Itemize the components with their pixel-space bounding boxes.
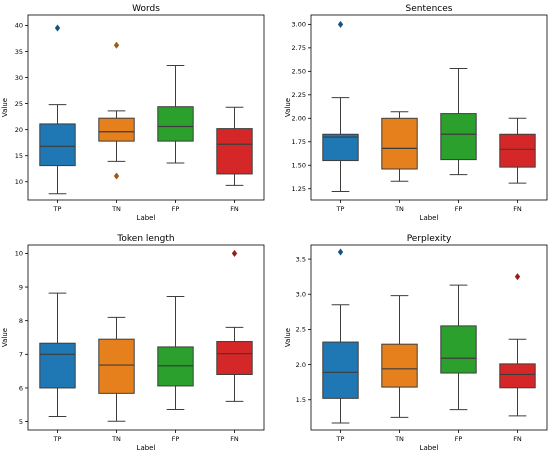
box-tn: [381, 343, 418, 388]
y-tick-label: 25: [15, 100, 23, 108]
box-tn: [98, 338, 135, 394]
y-tick-label: 1.75: [292, 138, 306, 146]
x-tick-label: FP: [455, 205, 463, 213]
x-tick-label: FP: [172, 435, 180, 443]
outlier-point: [514, 273, 521, 281]
y-tick-label: 10: [15, 178, 23, 186]
y-tick-label: 7: [19, 351, 23, 359]
plot-frame: [310, 244, 548, 431]
chart-panel-words: Words 10 15 20 25 30 35 40 TP TN FP FN Label Value: [1, 4, 265, 222]
y-tick-label: 15: [15, 152, 23, 160]
x-tick-label: TN: [111, 205, 121, 213]
x-axis-label: Label: [137, 214, 156, 222]
box-tp: [322, 133, 359, 162]
y-tick-label: 3.00: [292, 21, 306, 29]
outlier-point: [54, 24, 61, 32]
chart-panel-perplexity: Perplexity 1.5 2.0 2.5 3.0 3.5 TP TN FP FN Label Va…: [284, 234, 548, 452]
y-tick-label: 2.0: [296, 361, 306, 369]
box-tp: [39, 123, 76, 167]
plot-frame: [27, 14, 265, 201]
plot-frame: [27, 244, 265, 431]
y-axis-label: Value: [1, 98, 9, 117]
x-tick-label: TP: [53, 435, 62, 443]
y-tick-label: 40: [15, 22, 23, 30]
y-tick-label: 20: [15, 126, 23, 134]
y-tick-label: 2.5: [296, 326, 306, 334]
x-tick-label: TP: [336, 205, 345, 213]
box-tn: [381, 117, 418, 170]
box-tp: [322, 341, 359, 399]
box-fn: [216, 341, 253, 376]
y-tick-label: 2.00: [292, 115, 306, 123]
x-tick-label: TP: [336, 435, 345, 443]
x-axis-label: Label: [420, 444, 439, 452]
x-tick-label: TN: [111, 435, 121, 443]
y-tick-label: 35: [15, 48, 23, 56]
x-tick-label: FN: [230, 435, 239, 443]
chart-title: Sentences: [406, 4, 453, 14]
box-tn: [98, 117, 135, 142]
plot-frame: [310, 14, 548, 201]
y-axis-label: Value: [284, 328, 292, 347]
x-axis-label: Label: [420, 214, 439, 222]
y-tick-label: 1.5: [296, 396, 306, 404]
y-tick-label: 6: [19, 384, 23, 392]
y-axis-label: Value: [284, 98, 292, 117]
x-tick-label: FP: [172, 205, 180, 213]
outlier-point: [231, 249, 238, 258]
y-tick-label: 1.25: [292, 185, 306, 193]
y-tick-label: 8: [19, 317, 23, 325]
y-axis-label: Value: [1, 328, 9, 347]
outlier-point: [337, 248, 344, 256]
y-tick-label: 2.75: [292, 44, 306, 52]
box-fp: [440, 325, 477, 374]
box-fn: [499, 133, 536, 168]
box-fp: [440, 113, 477, 161]
y-tick-label: 2.50: [292, 68, 306, 76]
x-tick-label: TP: [53, 205, 62, 213]
outlier-point: [113, 41, 120, 49]
chart-title: Token length: [116, 234, 174, 244]
y-tick-label: 10: [15, 250, 23, 258]
y-tick-label: 3.5: [296, 255, 306, 263]
box-fp: [157, 346, 194, 387]
x-tick-label: FP: [455, 435, 463, 443]
x-tick-label: FN: [513, 435, 522, 443]
outlier-point: [113, 172, 120, 180]
box-fn: [499, 363, 536, 389]
x-tick-label: FN: [230, 205, 239, 213]
y-tick-label: 1.50: [292, 162, 306, 170]
x-tick-label: TN: [394, 205, 404, 213]
y-tick-label: 9: [19, 283, 23, 291]
box-tp: [39, 342, 76, 389]
box-fp: [157, 106, 194, 142]
chart-title: Words: [132, 4, 160, 14]
y-tick-label: 3.0: [296, 291, 306, 299]
x-tick-label: TN: [394, 435, 404, 443]
y-tick-label: 2.25: [292, 91, 306, 99]
chart-panel-token-length: Token length 5 6 7 8 9 10 TP TN FP FN Label Value: [1, 234, 265, 452]
y-tick-label: 30: [15, 74, 23, 82]
outlier-point: [337, 20, 344, 29]
x-tick-label: FN: [513, 205, 522, 213]
chart-panel-sentences: Sentences 1.25 1.50 1.75 2.00 2.25 2.50 2.75 3.0…: [284, 4, 548, 222]
box-fn: [216, 128, 253, 175]
chart-title: Perplexity: [407, 234, 452, 244]
y-tick-label: 5: [19, 418, 23, 426]
x-axis-label: Label: [137, 444, 156, 452]
